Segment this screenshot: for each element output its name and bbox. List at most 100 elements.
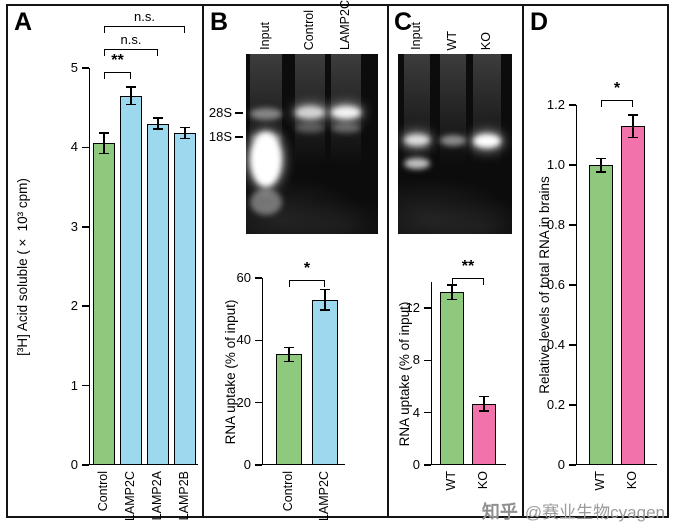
bar bbox=[589, 165, 613, 465]
x-category-label: LAMP2C bbox=[317, 471, 331, 522]
error-bar-line bbox=[600, 159, 602, 171]
y-tick bbox=[81, 384, 89, 387]
panel-label-b: B bbox=[210, 8, 229, 36]
gel-band bbox=[250, 189, 282, 215]
gel-band bbox=[250, 108, 282, 120]
panel-label-c: C bbox=[394, 8, 413, 36]
y-tick bbox=[423, 411, 431, 414]
y-tick-label: 4 bbox=[412, 404, 420, 420]
sig-bracket bbox=[104, 26, 185, 33]
bar bbox=[621, 126, 645, 465]
error-bar-line bbox=[103, 133, 105, 153]
error-bar-cap bbox=[284, 360, 294, 363]
y-tick-label: 12 bbox=[405, 300, 420, 316]
sig-bracket bbox=[289, 280, 325, 287]
error-bar-cap bbox=[628, 136, 638, 138]
panel-divider-bc bbox=[387, 4, 389, 518]
error-bar-cap bbox=[596, 171, 606, 173]
bar bbox=[120, 95, 142, 465]
y-tick bbox=[568, 104, 576, 106]
error-bar-line bbox=[451, 285, 453, 299]
y-axis bbox=[430, 282, 432, 465]
sig-label: n.s. bbox=[120, 32, 142, 47]
y-tick-label: 4 bbox=[70, 139, 78, 155]
sig-label: ** bbox=[111, 52, 124, 69]
error-bar-line bbox=[157, 118, 159, 129]
y-tick bbox=[81, 226, 89, 228]
panel-label-a: A bbox=[14, 8, 33, 36]
x-category-label: KO bbox=[476, 471, 490, 490]
y-tick-label: 0.4 bbox=[546, 337, 565, 352]
y-tick-label: 20 bbox=[236, 394, 251, 410]
gel-lane-smear bbox=[440, 54, 466, 166]
y-tick-label: 0 bbox=[70, 457, 78, 472]
gel-band bbox=[295, 123, 325, 133]
error-bar-cap bbox=[320, 288, 330, 291]
y-tick-label: 3 bbox=[70, 218, 78, 234]
error-bar-cap bbox=[596, 157, 606, 159]
error-bar-cap bbox=[447, 298, 457, 301]
gel-image-b bbox=[246, 54, 378, 234]
y-axis-label: RNA uptake (% of input) bbox=[223, 299, 238, 444]
y-tick-label: 0.6 bbox=[546, 277, 565, 292]
error-bar-cap bbox=[99, 132, 109, 134]
gel-band bbox=[295, 105, 325, 119]
error-bar-cap bbox=[320, 309, 330, 311]
bar bbox=[276, 354, 302, 465]
gel-band bbox=[404, 157, 430, 169]
sig-label: * bbox=[613, 80, 621, 97]
gel-marker-label: 28S bbox=[208, 105, 232, 120]
error-bar-cap bbox=[126, 86, 136, 88]
y-tick bbox=[254, 339, 262, 342]
y-tick bbox=[254, 401, 262, 404]
bar bbox=[147, 123, 169, 465]
x-category-label: WT bbox=[593, 471, 607, 491]
error-bar-cap bbox=[99, 152, 109, 155]
y-tick-label: 8 bbox=[412, 352, 420, 368]
sig-bracket bbox=[601, 100, 633, 107]
y-tick bbox=[254, 277, 262, 279]
x-category-label: LAMP2C bbox=[123, 471, 137, 522]
gel-lane-smear bbox=[404, 54, 430, 166]
gel-band bbox=[473, 134, 501, 148]
gel-band bbox=[440, 134, 466, 146]
error-bar-cap bbox=[153, 128, 163, 130]
gel-marker-dash bbox=[235, 136, 243, 138]
y-tick bbox=[568, 404, 576, 406]
error-bar-cap bbox=[284, 346, 294, 349]
x-category-label: Control bbox=[281, 471, 295, 512]
gel-band bbox=[250, 131, 282, 187]
error-bar-line bbox=[184, 128, 186, 138]
y-tick bbox=[423, 307, 431, 309]
x-axis bbox=[88, 463, 198, 465]
gel-lane-label: Control bbox=[302, 9, 316, 50]
error-bar-line bbox=[130, 87, 132, 104]
y-tick bbox=[81, 67, 89, 69]
error-bar-cap bbox=[126, 103, 136, 106]
y-axis bbox=[261, 278, 263, 465]
watermark: 知乎 @赛业生物cyagen bbox=[482, 498, 665, 524]
y-tick-label: 0 bbox=[412, 457, 420, 472]
bar bbox=[472, 403, 496, 465]
y-tick bbox=[568, 464, 576, 466]
y-tick bbox=[81, 146, 89, 149]
x-category-label: LAMP2B bbox=[177, 471, 191, 521]
bar bbox=[174, 133, 196, 465]
y-tick-label: 0.8 bbox=[546, 217, 565, 232]
y-axis bbox=[88, 68, 90, 465]
gel-lane-label: Input bbox=[409, 22, 423, 50]
gel-band bbox=[331, 123, 361, 133]
y-tick bbox=[254, 464, 262, 466]
y-tick bbox=[568, 224, 576, 226]
y-tick-label: 40 bbox=[236, 332, 251, 348]
error-bar-cap bbox=[153, 117, 163, 119]
error-bar-cap bbox=[628, 114, 638, 116]
gel-lane-label: WT bbox=[445, 30, 459, 50]
y-tick bbox=[568, 164, 576, 166]
panel-divider-cd bbox=[522, 4, 524, 518]
error-bar-cap bbox=[180, 126, 190, 129]
sig-label: n.s. bbox=[134, 9, 155, 24]
panel-divider-ab bbox=[202, 4, 204, 518]
x-category-label: KO bbox=[625, 471, 639, 490]
